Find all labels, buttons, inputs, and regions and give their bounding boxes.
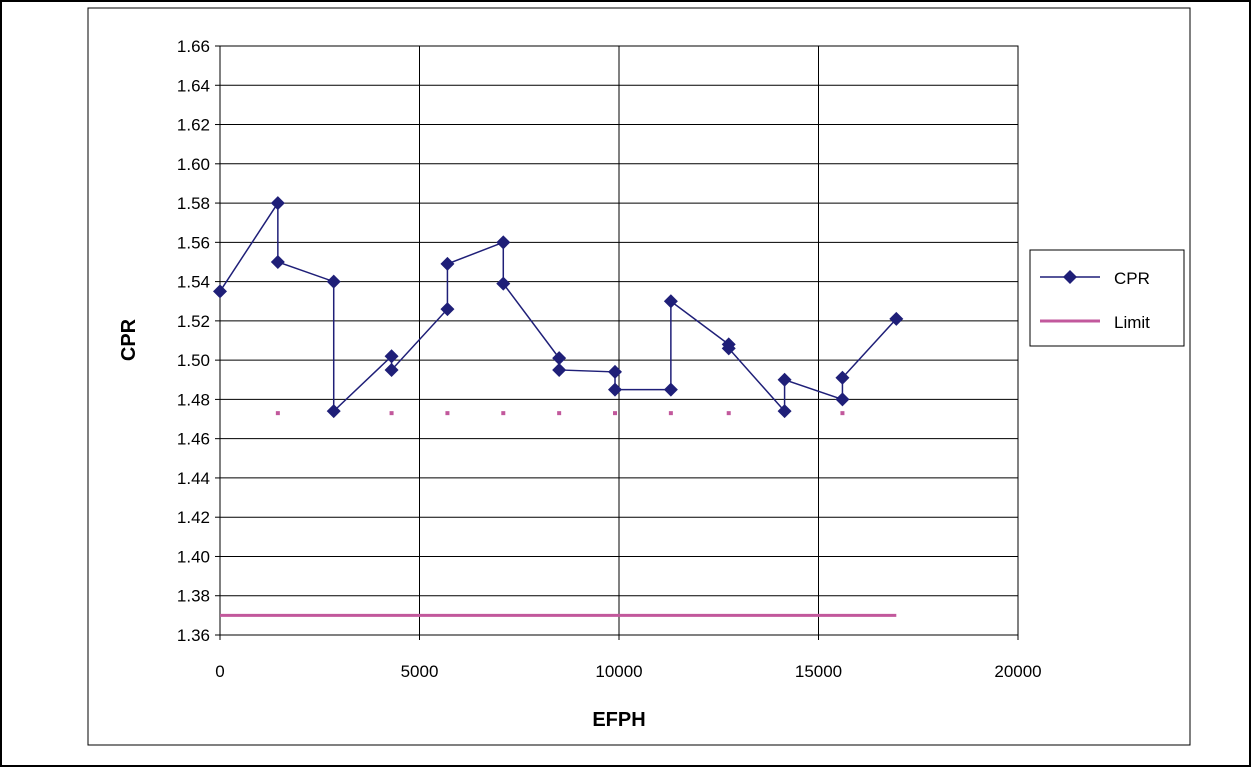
y-tick-label: 1.52 (177, 312, 210, 331)
cpr-point (608, 364, 623, 379)
cpr-point (552, 362, 567, 377)
cpr-point (440, 256, 455, 271)
cpr-point (663, 382, 678, 397)
y-tick-label: 1.54 (177, 273, 210, 292)
limit-dot (275, 411, 280, 416)
limit-dot (389, 411, 394, 416)
legend-limit-label: Limit (1114, 313, 1150, 332)
cpr-point (384, 362, 399, 377)
y-tick-label: 1.44 (177, 469, 210, 488)
y-tick-label: 1.40 (177, 547, 210, 566)
chart-area-border (87, 7, 1191, 746)
y-tick-label: 1.64 (177, 76, 210, 95)
y-tick-label: 1.42 (177, 508, 210, 527)
cpr-point (721, 341, 736, 356)
gridlines (215, 45, 1019, 640)
x-tick-label: 15000 (795, 662, 842, 681)
cpr-point (777, 372, 792, 387)
cpr-point (835, 370, 850, 385)
cpr-point (213, 284, 227, 299)
legend-box (1029, 249, 1185, 347)
y-tick-label: 1.46 (177, 430, 210, 449)
x-tick-label: 5000 (401, 662, 439, 681)
limit-dot (840, 411, 845, 416)
cpr-point (384, 349, 399, 364)
cpr-point (835, 392, 850, 407)
cpr-point (889, 311, 904, 326)
cpr-point (440, 302, 455, 317)
cpr-point (496, 276, 511, 291)
y-tick-label: 1.36 (177, 626, 210, 645)
limit-dot (557, 411, 562, 416)
y-tick-label: 1.50 (177, 351, 210, 370)
limit-dot (668, 411, 673, 416)
limit-dot (445, 411, 450, 416)
x-tick-label: 0 (215, 662, 224, 681)
x-tick-label: 20000 (994, 662, 1041, 681)
legend: CPR Limit (1029, 249, 1185, 347)
cpr-point (552, 351, 567, 366)
y-tick-label: 1.48 (177, 390, 210, 409)
y-tick-label: 1.60 (177, 155, 210, 174)
cpr-point (270, 196, 285, 211)
x-axis-title: EFPH (592, 709, 645, 731)
legend-cpr-marker (1063, 270, 1077, 284)
y-axis-title: CPR (118, 318, 140, 361)
limit-dot (613, 411, 618, 416)
y-tick-label: 1.56 (177, 233, 210, 252)
x-tick-label: 10000 (595, 662, 642, 681)
tick-labels: 1.36 1.38 1.40 1.42 1.44 1.46 1.48 1.50 1.52 1.54… (177, 37, 1042, 681)
cpr-point (608, 382, 623, 397)
y-tick-label: 1.58 (177, 194, 210, 213)
limit-dot (501, 411, 506, 416)
y-tick-label: 1.66 (177, 37, 210, 56)
cpr-point (270, 254, 285, 269)
cpr-point (326, 404, 341, 419)
y-tick-label: 1.62 (177, 116, 210, 135)
legend-cpr-label: CPR (1114, 269, 1150, 288)
y-tick-label: 1.38 (177, 587, 210, 606)
cpr-point (663, 294, 678, 309)
series (213, 196, 904, 617)
cpr-point (326, 274, 341, 289)
limit-dot (726, 411, 731, 416)
cpr-point (777, 404, 792, 419)
cpr-point (496, 235, 511, 250)
